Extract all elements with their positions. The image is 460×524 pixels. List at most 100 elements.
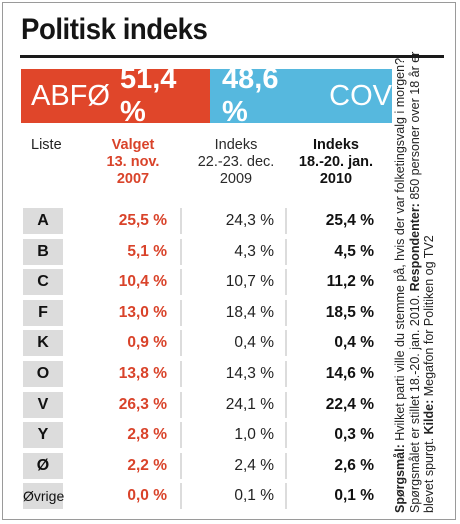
table-cell-bg — [287, 299, 385, 326]
table-cell-bg — [182, 391, 285, 418]
value-index-dec-2009: 0,4 % — [234, 334, 274, 352]
table-cell-bg — [182, 330, 285, 357]
header-index-dec-line2: 22.-23. dec. — [197, 154, 275, 170]
value-valget-2007: 25,5 % — [118, 212, 167, 229]
value-index-jan-2010: 11,2 % — [326, 273, 374, 291]
value-valget-2007: 0,9 % — [127, 334, 167, 352]
value-valget-2007: 2,2 % — [127, 456, 167, 474]
value-valget-2007: 0,0 % — [127, 487, 167, 505]
header-index-jan-line1: Indeks — [313, 137, 359, 153]
table-cell-bg — [287, 452, 385, 479]
side-question-text: Hvilket parti ville du stemme på, hvis d… — [393, 57, 407, 445]
party-label: A — [37, 212, 49, 229]
table-row: Øvrige 0,0 % 0,1 % 0,1 % — [23, 483, 385, 510]
side-source-label: Kilde: — [422, 399, 436, 435]
bloc-left-label: ABFØ — [31, 79, 110, 112]
table-cell-bg — [63, 483, 180, 510]
value-index-jan-2010: 0,1 % — [334, 487, 374, 505]
table-cell-bg — [182, 483, 285, 510]
graphic-frame: Politisk indeks ABFØ 51,4 % 48,6 % COV L… — [2, 2, 456, 520]
table-cell-bg — [182, 238, 285, 265]
value-index-dec-2009: 18,4 % — [225, 303, 274, 321]
party-label: Ø — [36, 456, 50, 474]
value-index-jan-2010: 18,5 % — [325, 303, 374, 321]
table-cell-bg — [287, 422, 385, 449]
value-valget-2007: 13,0 % — [118, 303, 167, 321]
table-cell-bg — [63, 361, 180, 387]
table-cell-bg — [63, 299, 180, 326]
table-cell-bg — [182, 452, 285, 479]
party-label: C — [37, 273, 49, 291]
value-index-jan-2010: 22,4 % — [325, 395, 374, 413]
side-respondents-text: 850 personer over 18 år er — [407, 51, 422, 204]
value-valget-2007: 26,3 % — [118, 395, 167, 413]
value-index-dec-2009: 1,0 % — [234, 426, 274, 444]
side-respondents-label: Respondenter: — [407, 203, 422, 292]
bloc-left-value: 51,4 % — [119, 63, 177, 128]
party-label: Y — [37, 426, 49, 444]
value-index-dec-2009: 14,3 % — [225, 365, 274, 382]
table-cell-bg — [287, 361, 385, 387]
table-row: V 26,3 % 24,1 % 22,4 % — [23, 391, 385, 418]
table-row: K 0,9 % 0,4 % 0,4 % — [23, 330, 385, 357]
table-cell-bg — [63, 269, 180, 296]
header-valgt-line2: 13. nov. — [106, 154, 160, 170]
table-row: A 25,5 % 24,3 % 25,4 % — [23, 208, 385, 234]
table-cell-bg — [287, 238, 385, 265]
header-valgt-line1: Valget — [111, 137, 155, 153]
party-label: B — [37, 242, 49, 260]
table-cell-bg — [63, 422, 180, 449]
table-cell-bg — [63, 452, 180, 479]
party-label: F — [38, 303, 48, 321]
table-row: B 5,1 % 4,3 % 4,5 % — [23, 238, 385, 265]
value-index-dec-2009: 10,7 % — [225, 273, 274, 291]
table-row: Y 2,8 % 1,0 % 0,3 % — [23, 422, 385, 449]
table-cell-bg — [63, 238, 180, 265]
value-valget-2007: 13,8 % — [118, 365, 167, 382]
table-row: C 10,4 % 10,7 % 11,2 % — [23, 269, 385, 296]
header-valgt-line3: 2007 — [116, 171, 150, 187]
party-label: V — [37, 395, 49, 413]
table-cell-bg — [287, 483, 385, 510]
table-cell-bg — [182, 208, 285, 234]
header-index-dec: Indeks 22.-23. dec. 2009 — [185, 137, 287, 188]
table-cell-bg — [287, 330, 385, 357]
table-cell-bg — [182, 299, 285, 326]
table-cell-bg — [182, 361, 285, 387]
table-row: Ø 2,2 % 2,4 % 2,6 % — [23, 452, 385, 479]
table-row: F 13,0 % 18,4 % 18,5 % — [23, 299, 385, 326]
value-index-dec-2009: 24,3 % — [225, 212, 274, 229]
value-index-jan-2010: 2,6 % — [334, 456, 374, 474]
table-row: O 13,8 % 14,3 % 14,6 % — [23, 361, 385, 387]
value-valget-2007: 10,4 % — [118, 273, 167, 291]
bloc-right-label: COV — [329, 79, 392, 112]
table-cell-bg — [287, 208, 385, 234]
value-index-dec-2009: 4,3 % — [234, 242, 274, 260]
side-note: Spørgsmål: Hvilket parti ville du stemme… — [393, 13, 453, 513]
side-question-label: Spørgsmål: — [393, 444, 407, 513]
header-liste: Liste — [31, 137, 62, 153]
value-index-jan-2010: 14,6 % — [325, 365, 374, 382]
table-cell-bg — [182, 422, 285, 449]
header-index-jan: Indeks 18.-20. jan. 2010 — [291, 137, 381, 188]
value-index-dec-2009: 2,4 % — [234, 456, 274, 474]
table-cell-bg — [63, 208, 180, 234]
side-source-text: Megafon for Politiken og TV2 — [422, 235, 436, 400]
value-index-dec-2009: 24,1 % — [225, 395, 274, 413]
party-label: K — [37, 334, 49, 352]
value-index-jan-2010: 4,5 % — [334, 242, 374, 260]
table-cell-bg — [182, 269, 285, 296]
bloc-bar-cov: 48,6 % COV — [210, 63, 392, 128]
title-rule — [20, 55, 444, 58]
header-index-dec-line1: Indeks — [214, 137, 258, 153]
value-index-jan-2010: 0,4 % — [334, 334, 374, 352]
table-cell-bg — [63, 391, 180, 418]
value-valget-2007: 2,8 % — [127, 426, 167, 444]
bloc-bar-abfo: ABFØ 51,4 % — [21, 63, 210, 128]
value-valget-2007: 5,1 % — [127, 242, 167, 260]
side-line3: blevet spurgt. — [422, 434, 436, 513]
table-cell-bg — [287, 391, 385, 418]
party-label: O — [36, 365, 50, 382]
value-index-dec-2009: 0,1 % — [234, 487, 274, 505]
header-index-dec-line3: 2009 — [219, 171, 253, 187]
